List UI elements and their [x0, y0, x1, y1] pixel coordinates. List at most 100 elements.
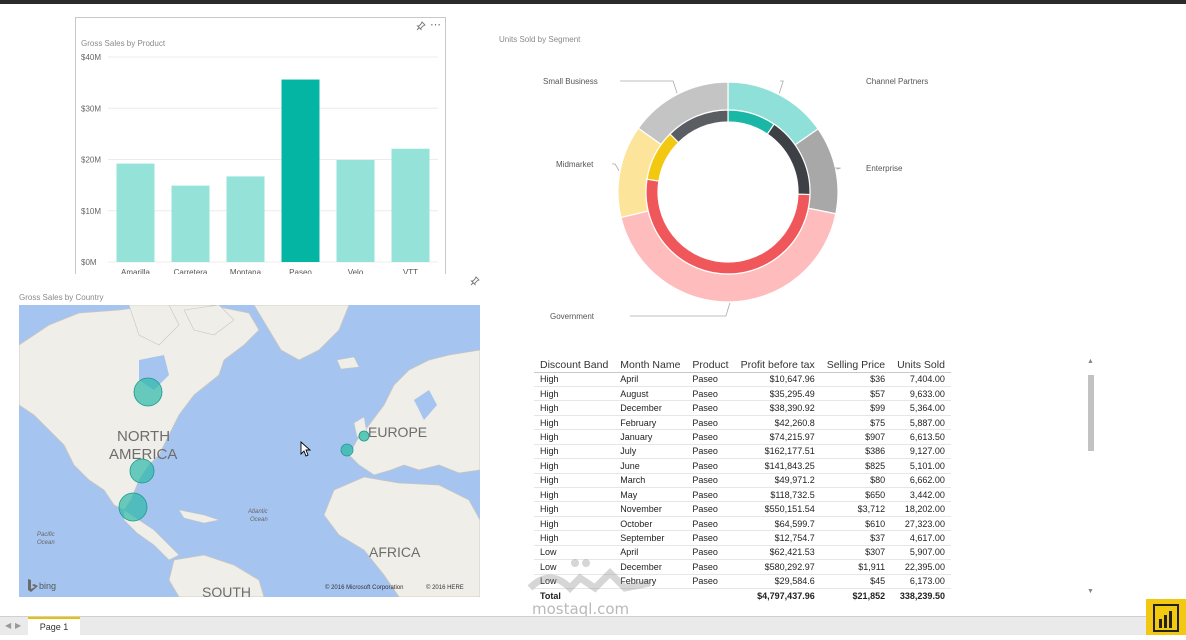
- scroll-thumb[interactable]: [1088, 375, 1094, 451]
- table-cell: High: [534, 516, 615, 532]
- table-cell: June: [614, 458, 687, 474]
- table-cell: High: [534, 415, 615, 431]
- table-cell: 4,617.00: [891, 530, 951, 546]
- table-cell: March: [614, 473, 687, 489]
- bar-carretera: [171, 185, 210, 262]
- pin-icon[interactable]: [470, 276, 480, 286]
- table-cell: April: [614, 545, 687, 561]
- y-tick-label: $40M: [81, 53, 101, 62]
- column-header-discount-band[interactable]: Discount Band: [534, 358, 615, 373]
- table-cell: $610: [820, 516, 892, 532]
- gross-sales-by-product-card[interactable]: Gross Sales by Product ⋯ $0M $10M $20M $30M…: [75, 17, 446, 283]
- table-cell: High: [534, 530, 615, 546]
- column-header-month-name[interactable]: Month Name: [614, 358, 687, 373]
- table-row[interactable]: High September Paseo $12,754.7 $37 4,617.00: [534, 530, 951, 546]
- table-row[interactable]: High January Paseo $74,215.97 $907 6,613.50: [534, 429, 951, 445]
- table-scrollbar[interactable]: ▲ ▼: [1085, 358, 1097, 598]
- map-bubble-france: [340, 443, 354, 457]
- table-cell: $118,732.5: [734, 487, 821, 503]
- table-cell: 22,395.00: [891, 559, 951, 575]
- table-row[interactable]: High December Paseo $38,390.92 $99 5,364.00: [534, 400, 951, 416]
- x-tick-label: Paseo: [289, 268, 312, 277]
- table-row[interactable]: High October Paseo $64,599.7 $610 27,323.00: [534, 516, 951, 532]
- next-page-icon[interactable]: ▶: [15, 621, 22, 630]
- africa-landmass: [323, 476, 480, 597]
- table-cell: Paseo: [686, 458, 735, 474]
- table-cell: $12,754.7: [734, 530, 821, 546]
- table-row[interactable]: Low February Paseo $29,584.6 $45 6,173.00: [534, 574, 951, 590]
- table-row[interactable]: High July Paseo $162,177.51 $386 9,127.00: [534, 444, 951, 460]
- x-tick-label: Velo: [348, 268, 364, 277]
- prev-page-icon[interactable]: ◀: [5, 621, 12, 630]
- table-cell: November: [614, 501, 687, 517]
- scroll-down-icon[interactable]: ▼: [1087, 588, 1094, 595]
- column-header-selling-price[interactable]: Selling Price: [820, 358, 892, 373]
- table-cell: 5,907.00: [891, 545, 951, 561]
- sales-table[interactable]: Discount Band Month Name Product Profit …: [534, 358, 989, 604]
- more-options-icon[interactable]: ⋯: [430, 19, 441, 31]
- scroll-up-icon[interactable]: ▲: [1087, 358, 1094, 365]
- south-america-landmass: [168, 554, 265, 597]
- table-row[interactable]: High February Paseo $42,260.8 $75 5,887.00: [534, 415, 951, 431]
- units-sold-by-segment-chart[interactable]: Channel Partners Enterprise Government Midm…: [500, 45, 1000, 345]
- table-cell: $42,260.8: [734, 415, 821, 431]
- table-cell: High: [534, 473, 615, 489]
- bing-label: bing: [39, 581, 56, 591]
- table-cell: April: [614, 372, 687, 387]
- table-cell: $580,292.97: [734, 559, 821, 575]
- table-cell: $45: [820, 574, 892, 590]
- segment-label: Midmarket: [556, 160, 594, 169]
- table-cell: January: [614, 429, 687, 445]
- table-cell: 6,613.50: [891, 429, 951, 445]
- table-cell: High: [534, 444, 615, 460]
- table-cell: $650: [820, 487, 892, 503]
- table-row[interactable]: High May Paseo $118,732.5 $650 3,442.00: [534, 487, 951, 503]
- map-title: Gross Sales by Country: [19, 293, 104, 302]
- table-row[interactable]: High March Paseo $49,971.2 $80 6,662.00: [534, 473, 951, 489]
- map-label-south: SOUTH: [202, 584, 251, 597]
- table-row[interactable]: High June Paseo $141,843.25 $825 5,101.00: [534, 458, 951, 474]
- gross-sales-by-country-card[interactable]: Gross Sales by Country: [14, 274, 484, 606]
- x-tick-label: Montana: [230, 268, 262, 277]
- table-row[interactable]: High August Paseo $35,295.49 $57 9,633.00: [534, 386, 951, 402]
- table-cell: July: [614, 444, 687, 460]
- table-cell: Paseo: [686, 386, 735, 402]
- table-cell: September: [614, 530, 687, 546]
- y-tick-label: $20M: [81, 156, 101, 165]
- pin-icon[interactable]: [416, 21, 426, 31]
- table-cell: December: [614, 400, 687, 416]
- table-cell: $162,177.51: [734, 444, 821, 460]
- page-tab-1[interactable]: Page 1: [28, 617, 80, 636]
- table-cell: $38,390.92: [734, 400, 821, 416]
- table-cell: Paseo: [686, 473, 735, 489]
- table-cell: $99: [820, 400, 892, 416]
- table-cell: Low: [534, 545, 615, 561]
- table-cell: $49,971.2: [734, 473, 821, 489]
- map-bubble-mexico: [118, 492, 148, 522]
- donut-chart-title: Units Sold by Segment: [499, 35, 581, 44]
- table-cell: October: [614, 516, 687, 532]
- table-cell: Paseo: [686, 559, 735, 575]
- segment-label: Enterprise: [866, 164, 903, 173]
- map-label-north: NORTH: [117, 428, 170, 445]
- total-cell: $4,797,437.96: [757, 591, 815, 602]
- map-canvas[interactable]: NORTH AMERICA EUROPE AFRICA SOUTH Atlant…: [19, 305, 480, 597]
- map-label-africa: AFRICA: [369, 544, 421, 560]
- table-total-row: Total $4,797,437.96 $21,852 338,239.50: [534, 589, 951, 603]
- column-header-profit-before-tax[interactable]: Profit before tax: [734, 358, 821, 373]
- column-header-units-sold[interactable]: Units Sold: [891, 358, 951, 373]
- table-cell: $3,712: [820, 501, 892, 517]
- table-row[interactable]: Low December Paseo $580,292.97 $1,911 22,395.…: [534, 559, 951, 575]
- table-cell: $907: [820, 429, 892, 445]
- table-row[interactable]: High April Paseo $10,647.96 $36 7,404.00: [534, 372, 951, 387]
- leader-line: [778, 80, 784, 94]
- x-tick-label: VTT: [403, 268, 418, 277]
- page-navigation-bar: ◀ ▶ Page 1: [0, 616, 1186, 636]
- table-cell: $141,843.25: [734, 458, 821, 474]
- table-row[interactable]: High November Paseo $550,151.54 $3,712 18,202…: [534, 501, 951, 517]
- table-row[interactable]: Low April Paseo $62,421.53 $307 5,907.00: [534, 545, 951, 561]
- column-header-product[interactable]: Product: [686, 358, 735, 373]
- table-cell: Paseo: [686, 501, 735, 517]
- map-label-america: AMERICA: [109, 446, 177, 463]
- table-cell: December: [614, 559, 687, 575]
